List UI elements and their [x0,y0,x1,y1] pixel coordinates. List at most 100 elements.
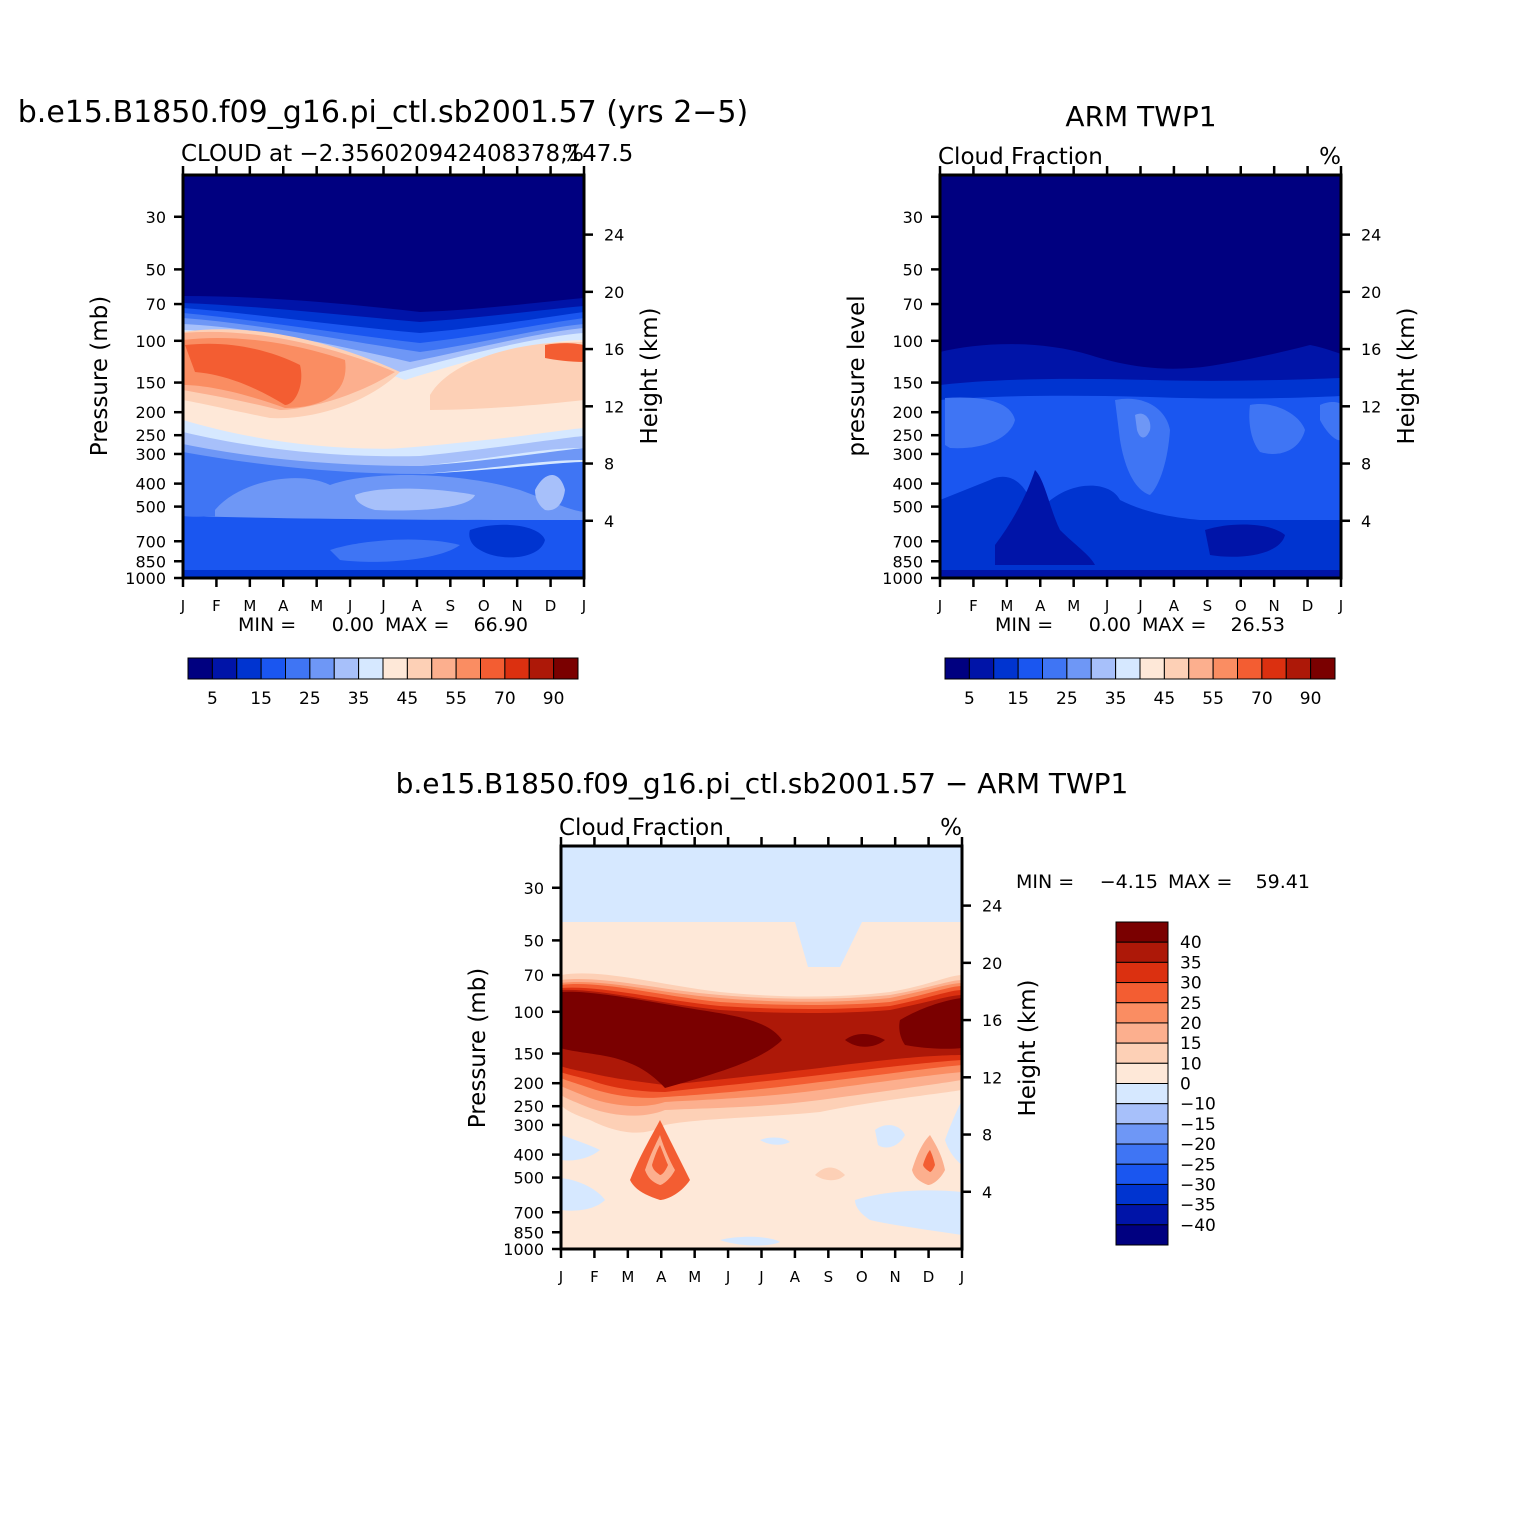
panel-obs-x-ticklabel: F [969,597,978,615]
panel-model-colorbar-box [260,657,286,680]
panel-difference-y-right-ticklabel: 24 [982,897,1002,916]
panel-difference-x-ticklabel: S [824,1268,834,1286]
panel-model-y-ticklabel: 200 [135,403,166,422]
panel-difference-colorbar-label: −15 [1180,1115,1216,1135]
panel-obs-x-ticklabel: O [1235,597,1247,615]
panel-model-colorbar-label: 35 [348,689,370,709]
panel-difference-colorbar-box [1115,1123,1169,1145]
panel-difference-y-ticklabel: 250 [513,1097,544,1116]
panel-difference-colorbar-label: −25 [1180,1155,1216,1175]
panel-obs-y-ticklabel: 850 [892,552,923,571]
panel-model-max-label: MAX = [385,614,449,636]
panel-model-y-ticklabel: 400 [135,475,166,494]
panel-obs-colorbar-box [1017,657,1043,680]
panel-model-x-ticklabel: M [243,597,256,615]
panel-difference-title: b.e15.B1850.f09_g16.pi_ctl.sb2001.57 − A… [396,767,1129,800]
panel-model-y-ticklabel: 50 [146,260,166,279]
panel-difference-x-ticklabel: J [558,1268,563,1286]
panel-obs-y-ticklabel: 30 [903,208,923,227]
panel-model-colorbar-box [553,657,579,680]
panel-model-colorbar-label: 55 [445,689,467,709]
panel-obs-field [940,175,1341,578]
panel-model-max-value: 66.90 [474,614,528,636]
panel-model-y-right-ticklabel: 20 [604,283,624,302]
panel-model-units: % [562,141,584,167]
panel-obs-colorbar-box [1115,657,1141,680]
panel-obs-y-right-ticklabel: 24 [1361,226,1381,245]
panel-difference-min-label: MIN = [1016,871,1074,893]
panel-model: b.e15.B1850.f09_g16.pi_ctl.sb2001.57 (yr… [18,95,748,709]
panel-difference-colorbar-label: 10 [1180,1054,1202,1074]
panel-obs-colorbar-box [1090,657,1117,680]
panel-difference-y-ticklabel: 50 [524,931,544,950]
panel-model-y-ticklabel: 1000 [125,569,166,588]
panel-difference-colorbar-label: 30 [1180,974,1202,994]
panel-obs-y-ticklabel: 400 [892,475,923,494]
panel-model-colorbar-label: 90 [543,689,565,709]
panel-difference-min-value: −4.15 [1100,871,1158,893]
panel-difference-colorbar-label: −35 [1180,1196,1216,1216]
panel-difference-y-ticklabel: 150 [513,1045,544,1064]
panel-obs-min-value: 0.00 [1089,614,1131,636]
panel-model-x-ticklabel: D [545,597,557,615]
panel-obs-colorbar-box [1237,657,1263,680]
panel-obs-colorbar-box [1261,657,1287,680]
panel-obs-max-label: MAX = [1142,614,1206,636]
panel-difference-colorbar-label: −20 [1180,1135,1216,1155]
panel-model-x-ticklabel: F [212,597,221,615]
panel-difference-colorbar-box [1115,982,1169,1004]
panel-difference-x-ticklabel: F [590,1268,599,1286]
panel-model-colorbar-box [358,657,384,680]
panel-model-colorbar-box [333,657,360,680]
panel-obs-colorbar-box [1042,657,1068,680]
panel-model-y-ticklabel: 700 [135,532,166,551]
panel-difference-colorbar-label: 35 [1180,953,1202,973]
panel-obs-colorbar-box [1285,657,1312,680]
panel-model-subtitle: CLOUD at −2.356020942408378,147.5 [181,141,633,167]
panel-difference-y-ticklabel: 500 [513,1169,544,1188]
panel-difference-y-ticklabel: 200 [513,1074,544,1093]
panel-model-colorbar-box [455,657,481,680]
panel-difference-x-ticklabel: N [890,1268,901,1286]
panel-model-y-right-ticklabel: 24 [604,226,624,245]
panel-difference-x-ticklabel: M [621,1268,634,1286]
panel-difference-max-label: MAX = [1168,871,1232,893]
panel-model-x-ticklabel: J [380,597,385,615]
panel-difference-y-right-ticklabel: 4 [982,1183,992,1202]
panel-obs-title: ARM TWP1 [1065,100,1216,133]
panel-obs-colorbar-box [1212,657,1238,680]
panel-difference-y-right-ticklabel: 12 [982,1068,1002,1087]
panel-obs-y-ticklabel: 500 [892,498,923,517]
panel-difference-y-ticklabel: 400 [513,1146,544,1165]
panel-model-ylabel: Pressure (mb) [87,296,113,456]
panel-model-x-ticklabel: N [512,597,523,615]
panel-obs-x-ticklabel: J [1104,597,1109,615]
panel-obs-x-ticklabel: A [1169,597,1180,615]
panel-model-y-right-ticklabel: 12 [604,397,624,416]
panel-obs-colorbar-box [968,657,995,680]
panel-difference-subtitle: Cloud Fraction [559,815,724,841]
panel-model-x-ticklabel: J [581,597,586,615]
panel-difference-colorbar-label: −40 [1180,1216,1216,1236]
panel-obs-colorbar-box [1066,657,1092,680]
panel-difference-y-right-ticklabel: 20 [982,954,1002,973]
panel-difference-units: % [940,815,962,841]
panel-difference-colorbar-box [1115,1002,1169,1024]
panel-model-colorbar-label: 5 [207,689,218,709]
panel-obs-x-ticklabel: D [1302,597,1314,615]
panel-obs-ylabel-right: Height (km) [1394,307,1420,444]
panel-difference-ylabel: Pressure (mb) [465,968,491,1128]
panel-model-title: b.e15.B1850.f09_g16.pi_ctl.sb2001.57 (yr… [18,95,748,130]
panel-model-min-label: MIN = [238,614,296,636]
panel-difference-x-ticklabel: D [923,1268,935,1286]
panel-model-colorbar-box [504,657,530,680]
panel-obs-y-right-ticklabel: 16 [1361,340,1381,359]
panel-difference-colorbar-label: −10 [1180,1095,1216,1115]
panel-model-ylabel-right: Height (km) [637,307,663,444]
panel-difference-colorbar-box [1115,1083,1169,1105]
panel-obs-x-ticklabel: M [1067,597,1080,615]
panel-obs-colorbar-label: 45 [1154,689,1176,709]
panel-difference-colorbar-box [1115,1204,1169,1226]
panel-obs-colorbar-label: 90 [1300,689,1322,709]
